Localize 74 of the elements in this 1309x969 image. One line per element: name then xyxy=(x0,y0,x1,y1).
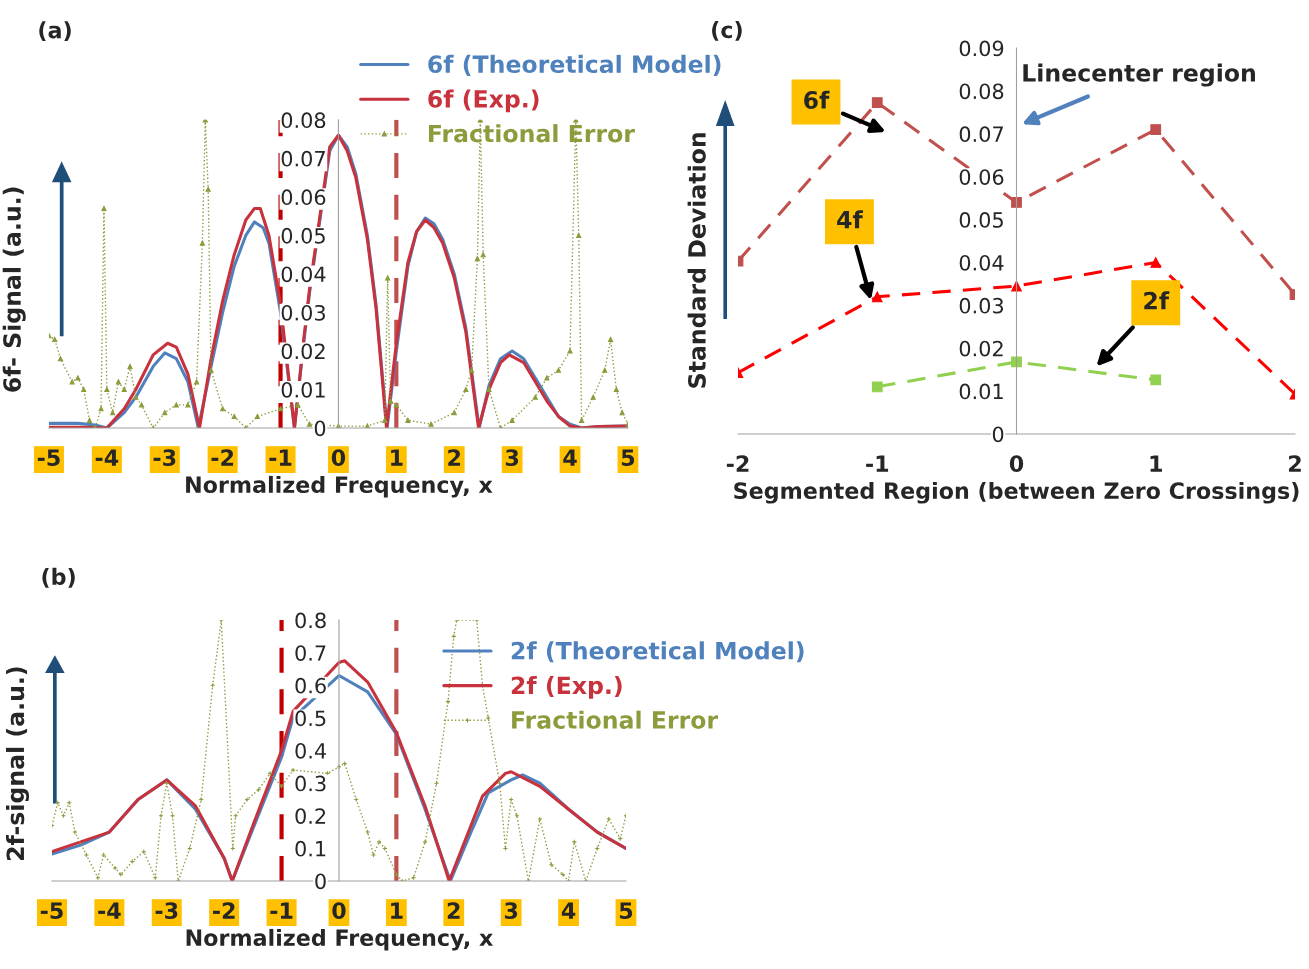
text: (b) xyxy=(42,567,75,588)
x-tick-label: -1 xyxy=(270,902,293,919)
legend-label: 6f (Theoretical Model) xyxy=(428,54,721,76)
legend-label: Fractional Error xyxy=(512,710,719,729)
x-axis-title: Normalized Frequency, x xyxy=(186,475,493,498)
x-tick-label: 2 xyxy=(448,449,461,466)
y-axis-title: Standard Deviation xyxy=(687,133,706,388)
x-tick-label: 0 xyxy=(1009,455,1024,473)
y-tick-label: 0.4 xyxy=(295,742,326,759)
y-tick-label: 0.04 xyxy=(959,254,1004,271)
y-tick-label: 0.2 xyxy=(295,808,326,824)
x-tick-label: 1 xyxy=(391,449,403,466)
x-tick-label: -2 xyxy=(213,902,235,919)
y-tick-label: 0.04 xyxy=(281,266,326,283)
x-tick-label: 3 xyxy=(504,902,518,920)
x-tick-label: 3 xyxy=(505,449,519,467)
y-tick-label: 0.03 xyxy=(281,304,325,321)
y-tick-label: 0.05 xyxy=(959,212,1003,228)
x-tick-label: 0 xyxy=(331,449,346,467)
y-tick-label: 0.01 xyxy=(959,383,1003,400)
text: 2f xyxy=(1144,291,1170,310)
y-tick-label: 0 xyxy=(992,426,1004,443)
x-tick-label: 5 xyxy=(621,449,635,467)
y-axis-title: 2f-signal (a.u.) xyxy=(6,667,30,860)
x-tick-label: -3 xyxy=(155,902,178,920)
y-tick-label: 0.6 xyxy=(295,677,326,694)
legend-label: Fractional Error xyxy=(428,124,635,143)
annotation: Linecenter region xyxy=(1023,63,1256,87)
text: (c) xyxy=(712,21,742,41)
x-tick-label: -4 xyxy=(98,902,121,919)
y-tick-label: 0.3 xyxy=(295,775,326,792)
x-tick-label: -1 xyxy=(866,455,889,472)
x-tick-label: -2 xyxy=(726,455,749,472)
x-tick-label: 4 xyxy=(561,902,576,919)
y-tick-label: 0.1 xyxy=(295,840,326,857)
x-tick-label: -1 xyxy=(269,449,292,466)
x-tick-label: 0 xyxy=(332,902,346,920)
y-tick-label: 0 xyxy=(315,873,326,890)
y-tick-label: 0.05 xyxy=(281,227,325,244)
y-tick-label: 0.06 xyxy=(959,169,1004,185)
x-tick-label: -4 xyxy=(95,449,119,466)
text: (a) xyxy=(39,21,71,42)
y-tick-label: 0.09 xyxy=(959,40,1004,57)
y-tick-label: 0.03 xyxy=(959,297,1004,314)
text: 4f xyxy=(837,210,863,229)
x-tick-label: -2 xyxy=(211,449,234,466)
y-tick-label: 0.08 xyxy=(959,83,1004,100)
x-tick-label: 1 xyxy=(391,902,403,919)
x-tick-label: -5 xyxy=(37,449,60,467)
series-label: 6f xyxy=(804,90,830,109)
x-tick-label: 2 xyxy=(447,902,460,919)
x-axis-title: Normalized Frequency, x xyxy=(186,928,493,951)
x-tick-label: 1 xyxy=(1150,455,1162,472)
y-tick-label: 0.07 xyxy=(959,126,1003,143)
y-axis-title: 6f- Signal (a.u.) xyxy=(2,187,26,392)
legend-label: 2f (Exp.) xyxy=(511,675,622,699)
y-tick-label: 0.06 xyxy=(281,189,326,206)
y-tick-label: 0.5 xyxy=(295,710,326,727)
x-tick-label: 5 xyxy=(619,902,633,920)
x-tick-label: -5 xyxy=(40,902,63,920)
y-tick-label: 0.07 xyxy=(281,150,325,167)
legend-label: 2f (Theoretical Model) xyxy=(511,641,804,663)
y-tick-label: 0.01 xyxy=(281,381,325,398)
y-tick-label: 0.02 xyxy=(281,343,325,360)
x-tick-label: 4 xyxy=(563,449,577,466)
x-axis-title: Segmented Region (between Zero Crossings) xyxy=(734,481,1299,504)
y-tick-label: 0.02 xyxy=(959,340,1003,357)
y-tick-label: 0 xyxy=(314,420,326,437)
x-tick-label: -3 xyxy=(153,449,176,467)
y-tick-label: 0.7 xyxy=(295,645,326,661)
y-tick-label: 0.08 xyxy=(281,112,326,129)
legend-label: 6f (Exp.) xyxy=(428,89,539,113)
x-tick-label: 2 xyxy=(1289,455,1301,472)
y-tick-label: 0.8 xyxy=(295,612,326,629)
